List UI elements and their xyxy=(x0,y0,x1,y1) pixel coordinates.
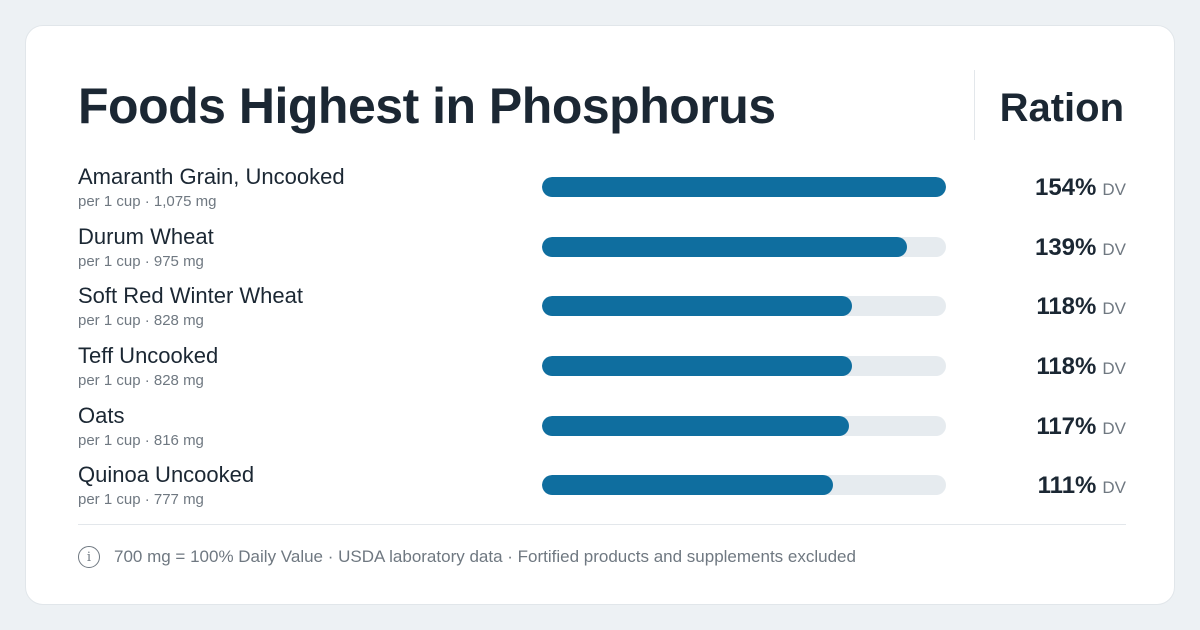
food-serving-label: per 1 cup · 975 mg xyxy=(78,252,204,270)
value-label: 117% DV xyxy=(1036,412,1126,445)
footer-text: 700 mg = 100% Daily Value · USDA laborat… xyxy=(114,547,856,566)
footer-note: i 700 mg = 100% Daily Value · USDA labor… xyxy=(78,543,856,571)
value-unit: DV xyxy=(1102,239,1126,259)
food-name-label: Teff Uncooked xyxy=(78,343,219,369)
food-name-label: Quinoa Uncooked xyxy=(78,462,255,488)
bar xyxy=(542,475,834,496)
value-percent: 111% xyxy=(1037,472,1097,500)
value-label: 139% DV xyxy=(1035,233,1126,266)
food-serving-label: per 1 cup · 777 mg xyxy=(78,491,204,509)
bar-row: Durum Wheat per 1 cup · 975 mg 139% DV xyxy=(78,222,1126,282)
bar-track xyxy=(542,356,946,377)
value-unit: DV xyxy=(1102,478,1126,498)
bar-track xyxy=(542,177,946,197)
food-name-label: Soft Red Winter Wheat xyxy=(78,283,303,309)
food-name-label: Durum Wheat xyxy=(78,223,214,249)
value-percent: 118% xyxy=(1036,293,1097,321)
bar-row: Soft Red Winter Wheat per 1 cup · 828 mg 1… xyxy=(78,281,1126,341)
bar-row: Amaranth Grain, Uncooked per 1 cup · 1,07… xyxy=(78,162,1126,222)
food-name-label: Oats xyxy=(78,402,125,428)
bar-row: Quinoa Uncooked per 1 cup · 777 mg 111% DV xyxy=(78,460,1126,520)
value-percent: 117% xyxy=(1036,412,1097,440)
bar-track xyxy=(542,415,946,436)
food-serving-label: per 1 cup · 1,075 mg xyxy=(78,193,217,210)
food-serving-label: per 1 cup · 828 mg xyxy=(78,312,204,330)
brand-logo: Ration xyxy=(999,86,1124,130)
bar-track xyxy=(542,475,946,496)
value-unit: DV xyxy=(1102,359,1126,379)
bar xyxy=(542,236,907,257)
value-percent: 154% xyxy=(1034,174,1097,201)
bar xyxy=(542,356,852,377)
footer-divider xyxy=(78,524,1126,525)
bar-track xyxy=(542,296,946,317)
info-icon: i xyxy=(78,546,100,568)
food-serving-label: per 1 cup · 816 mg xyxy=(78,431,204,449)
value-percent: 139% xyxy=(1034,233,1097,261)
chart-title: Foods Highest in Phosphorus xyxy=(78,78,776,134)
bar xyxy=(542,177,946,197)
bar-row: Oats per 1 cup · 816 mg 117% DV xyxy=(78,401,1126,461)
food-name-label: Amaranth Grain, Uncooked xyxy=(78,164,345,189)
bar-track xyxy=(542,236,946,257)
bar xyxy=(542,296,852,317)
food-serving-label: per 1 cup · 828 mg xyxy=(78,372,204,390)
value-unit: DV xyxy=(1102,418,1126,438)
value-unit: DV xyxy=(1102,299,1126,319)
value-percent: 118% xyxy=(1036,353,1097,381)
bar-row: Teff Uncooked per 1 cup · 828 mg 118% DV xyxy=(78,341,1126,401)
value-unit: DV xyxy=(1102,180,1126,199)
bar-rows: Amaranth Grain, Uncooked per 1 cup · 1,07… xyxy=(78,162,1126,520)
chart-card: Foods Highest in Phosphorus Ration Amara… xyxy=(25,25,1175,605)
value-label: 154% DV xyxy=(1035,173,1126,206)
value-label: 118% DV xyxy=(1036,352,1126,385)
value-label: 111% DV xyxy=(1038,471,1126,504)
header-divider xyxy=(974,70,975,140)
value-label: 118% DV xyxy=(1036,292,1126,325)
bar xyxy=(542,415,849,436)
